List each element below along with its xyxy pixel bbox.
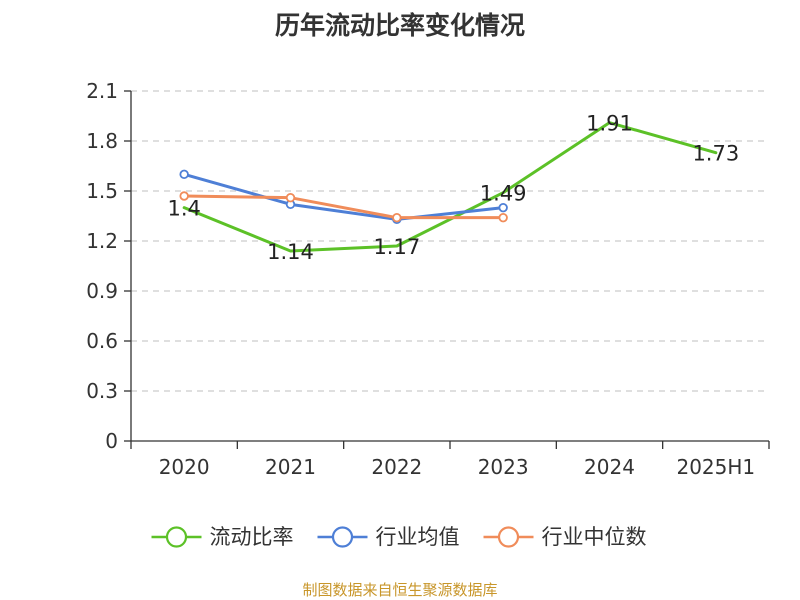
y-tick-label: 0.9 [86,279,118,303]
series-point [179,191,189,201]
series-point [285,192,296,203]
legend-item[interactable]: 流动比率 [151,525,294,549]
legend-marker [165,526,188,548]
legend[interactable]: 流动比率 行业均值 行业中位数 [151,525,647,549]
series-point [498,202,508,213]
x-tick-label: 2025H1 [676,455,755,479]
source-note: 制图数据来自恒生聚源数据库 [302,581,498,599]
x-tick-label: 2021 [265,455,316,479]
data-label: 1.49 [480,182,527,206]
legend-label: 行业均值 [376,525,460,549]
chart-title: 历年流动比率变化情况 [274,11,525,40]
series-point [179,169,189,180]
x-tick-label: 2023 [478,455,529,479]
x-tick-label: 2024 [584,455,635,479]
series-line [182,172,505,221]
data-label: 1.91 [586,112,633,136]
legend-marker [497,526,520,548]
data-label: 1.14 [267,240,314,264]
y-tick-label: 2.1 [86,79,118,103]
x-tick-label: 2022 [371,455,422,479]
series-line [182,194,505,220]
y-tick-label: 1.5 [86,179,118,203]
legend-marker [331,526,354,548]
y-tick-label: 0.6 [86,329,118,353]
x-tick-label: 2020 [159,455,210,479]
series-point [498,212,508,223]
legend-item[interactable]: 行业均值 [317,525,460,549]
axes: 0 0.3 0.6 0.9 1.2 1.5 1.8 2.1 2020 2021 2022 2023 20… [86,79,770,479]
y-tick-label: 0 [105,429,118,453]
y-tick-label: 0.3 [86,379,118,403]
legend-item[interactable]: 行业中位数 [483,525,647,549]
data-label: 1.17 [373,235,420,259]
series-point [392,212,402,223]
series-line [182,121,718,253]
legend-label: 行业中位数 [542,525,647,549]
data-label: 1.4 [167,197,200,221]
y-tick-label: 1.8 [86,129,118,153]
grid-lines [131,90,769,392]
series-lines [179,121,718,253]
data-label: 1.73 [692,142,739,166]
y-tick-label: 1.2 [86,229,118,253]
legend-label: 流动比率 [210,525,294,549]
data-labels: 1.4 1.14 1.17 1.49 1.91 1.73 [167,112,739,264]
